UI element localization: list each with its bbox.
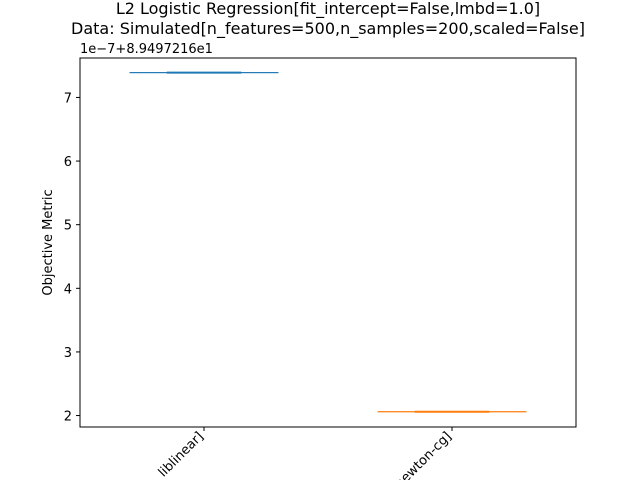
- x-axis: liblinear] newton-cg]: [156, 427, 455, 480]
- y-tick-label-7: 7: [64, 91, 72, 106]
- plot-area: [79, 57, 577, 428]
- x-tick-label-0: liblinear]: [156, 429, 207, 480]
- x-tick-label-1: newton-cg]: [392, 429, 454, 480]
- y-axis: 2 3 4 5 6 7: [64, 91, 80, 425]
- chart-title: L2 Logistic Regression[fit_intercept=Fal…: [116, 0, 540, 19]
- chart-subtitle: Data: Simulated[n_features=500,n_samples…: [71, 19, 585, 39]
- y-tick-label-2: 2: [64, 410, 72, 425]
- y-offset-text: 1e−7+8.9497216e1: [80, 42, 213, 57]
- y-tick-label-5: 5: [64, 219, 72, 234]
- y-axis-label: Objective Metric: [41, 189, 56, 295]
- y-tick-label-4: 4: [64, 282, 72, 297]
- y-tick-label-3: 3: [64, 346, 72, 361]
- y-tick-label-6: 6: [64, 155, 72, 170]
- box-marks: [129, 71, 527, 413]
